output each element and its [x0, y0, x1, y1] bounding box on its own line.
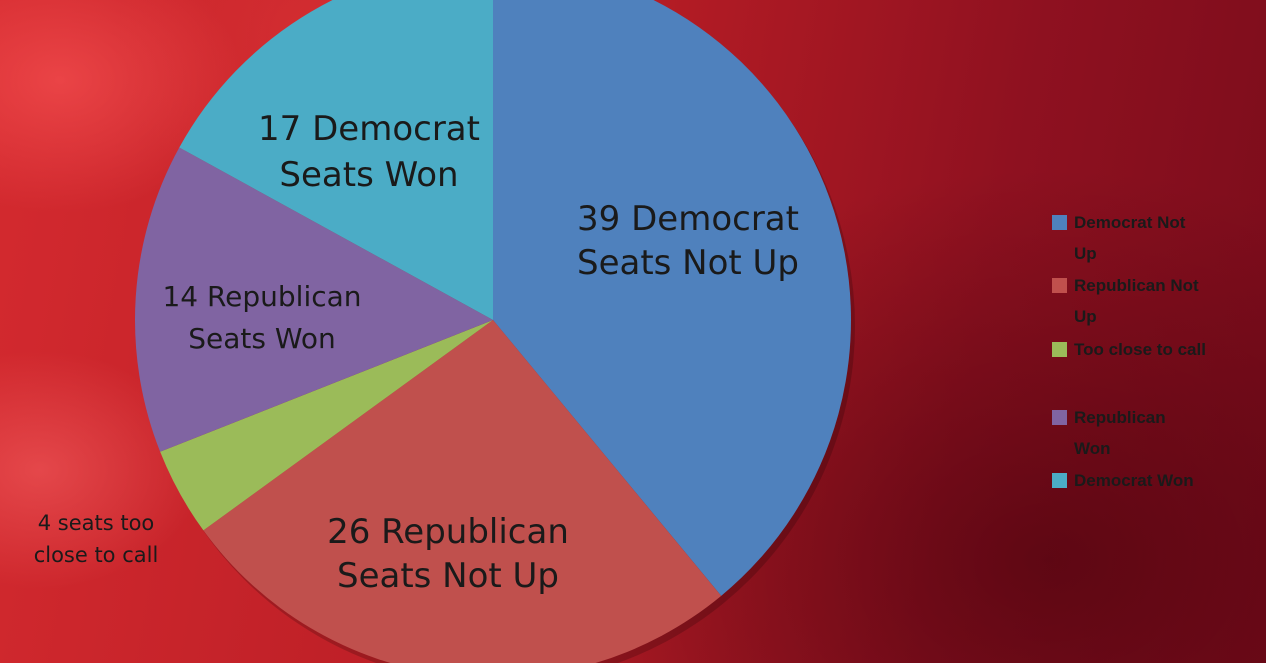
slice-label-republican-not-up: 26 Republican Seats Not Up	[327, 512, 569, 596]
pie-slice-democrat-won	[179, 0, 493, 320]
legend-label-democrat-not-up: Democrat Not Up	[1074, 213, 1186, 263]
slice-label-too-close-to-call: 4 seats too close to call	[34, 511, 159, 567]
legend-swatch-democrat-not-up	[1052, 215, 1067, 230]
legend-label-too-close-to-call: Too close to call	[1074, 340, 1206, 359]
pie-slice-democrat-not-up	[493, 0, 851, 596]
legend-swatch-republican-won	[1052, 410, 1067, 425]
slice-label-democrat-won: 17 Democrat Seats Won	[258, 109, 480, 195]
pie-slice-too-close-to-call	[160, 320, 493, 531]
pie-slices	[134, 0, 855, 663]
slice-label-democrat-not-up: 39 Democrat Seats Not Up	[577, 199, 799, 283]
chart-legend: Democrat Not Up Republican Not Up Too close …	[1052, 213, 1206, 490]
slice-label-republican-won: 14 Republican Seats Won	[162, 280, 361, 355]
legend-label-republican-won: Republican Won	[1074, 408, 1166, 458]
pie-slice-republican-won	[134, 147, 493, 452]
legend-swatch-too-close-to-call	[1052, 342, 1067, 357]
legend-label-democrat-won: Democrat Won	[1074, 471, 1194, 490]
legend-swatch-republican-not-up	[1052, 278, 1067, 293]
legend-label-republican-not-up: Republican Not Up	[1074, 276, 1199, 326]
pie-slice-republican-not-up	[203, 320, 722, 663]
slice-labels: 39 Democrat Seats Not Up 26 Republican Seat…	[34, 109, 799, 596]
legend-swatch-democrat-won	[1052, 473, 1067, 488]
